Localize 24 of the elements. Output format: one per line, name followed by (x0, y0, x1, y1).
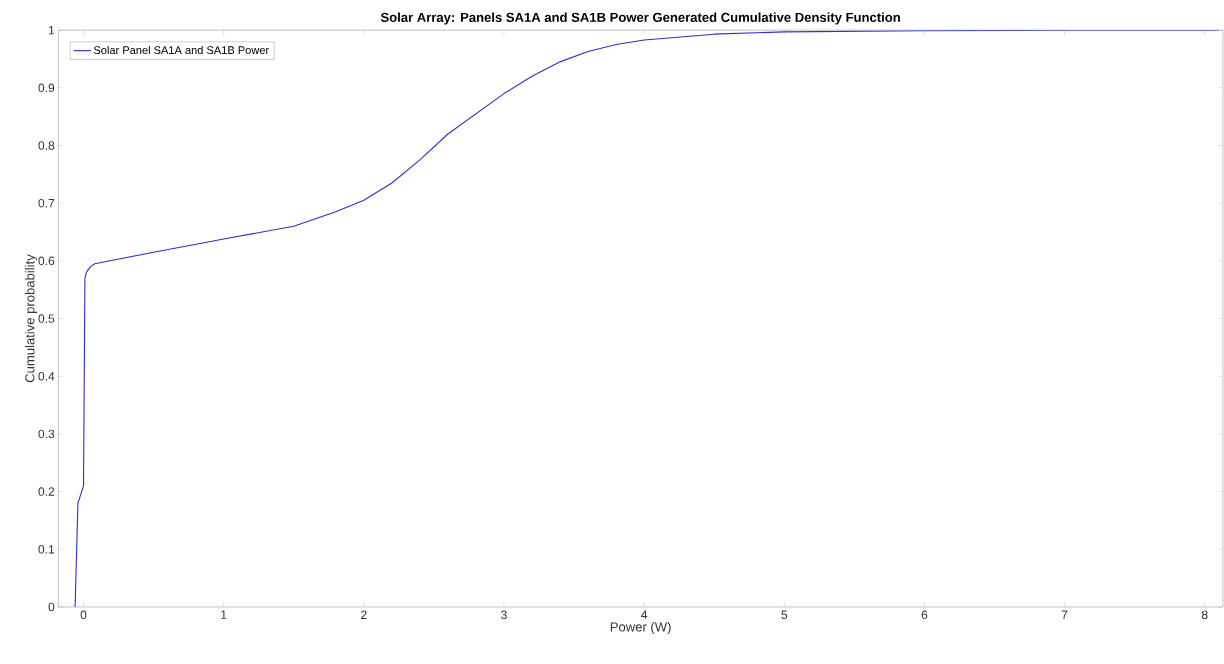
x-tick-label: 2 (361, 610, 367, 619)
x-tick-label: 8 (1201, 610, 1208, 619)
x-tick-label: 1 (221, 610, 227, 619)
x-axis-title: Power (W) (610, 621, 671, 634)
y-tick-label: 0.3 (38, 429, 55, 439)
y-tick-label: 0.6 (38, 256, 55, 266)
y-tick-label: 0.9 (38, 83, 55, 92)
x-tick-label: 3 (501, 610, 507, 619)
y-tick-label: 0.2 (38, 487, 55, 496)
x-tick-label: 7 (1061, 610, 1068, 619)
x-tick-label: 6 (921, 610, 928, 619)
y-tick-label: 0.1 (38, 544, 55, 554)
y-tick-label: 0.8 (38, 141, 55, 150)
y-tick-label: 0.7 (38, 198, 55, 208)
y-tick-label: 0.4 (38, 371, 55, 381)
y-tick-label: 0 (48, 602, 55, 612)
y-tick-label: 1 (48, 25, 55, 35)
x-tick-label: 5 (781, 610, 788, 619)
y-axis-title: Cumulative probability (24, 254, 38, 383)
x-tick-label: 4 (641, 610, 648, 619)
legend-label: Solar Panel SA1A and SA1B Power (93, 45, 269, 54)
chart-title: Solar Array: Panels SA1A and SA1B Power Generated Cumulative Density Function (380, 12, 900, 25)
x-tick-label: 0 (80, 610, 87, 619)
y-tick-label: 0.5 (38, 314, 55, 323)
